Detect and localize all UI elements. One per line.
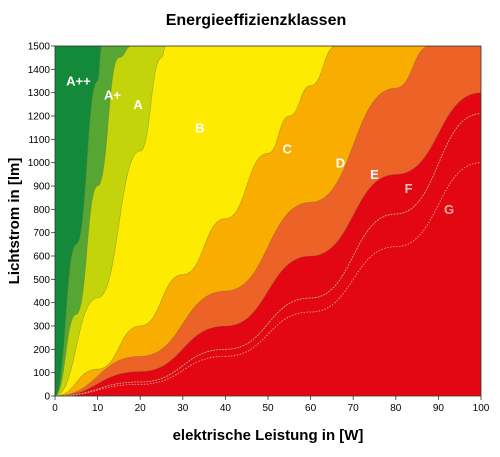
x-tick-label: 30 xyxy=(177,403,189,414)
y-tick-label: 1000 xyxy=(28,158,51,169)
y-axis-ticks: 0 100 200 300 400 500 600 700 800 900 1000 1100 1200… xyxy=(28,42,55,403)
y-tick-label: 900 xyxy=(33,182,50,193)
y-tick-label: 100 xyxy=(33,368,50,379)
x-tick-label: 60 xyxy=(305,403,317,414)
x-tick-label: 40 xyxy=(220,403,232,414)
y-tick-label: 600 xyxy=(33,252,50,263)
y-tick-label: 500 xyxy=(33,275,50,286)
y-tick-label: 0 xyxy=(44,392,50,403)
class-label-a: A xyxy=(133,97,143,112)
y-tick-label: 1100 xyxy=(28,135,50,146)
x-axis-ticks: 0 10 20 30 40 50 60 70 80 90 100 xyxy=(52,396,490,414)
class-label-g: G xyxy=(444,202,454,217)
x-tick-label: 0 xyxy=(52,403,58,414)
plot-area: A++ A+ A B C D E F G xyxy=(54,45,482,397)
x-tick-label: 90 xyxy=(433,403,445,414)
y-tick-label: 800 xyxy=(33,205,50,216)
chart-title: Energieeffizienzklassen xyxy=(166,12,347,29)
x-tick-label: 80 xyxy=(390,403,402,414)
y-tick-label: 1500 xyxy=(28,42,51,53)
y-tick-label: 400 xyxy=(33,298,50,309)
y-axis-label: Lichtstrom in [lm] xyxy=(6,158,23,285)
y-tick-label: 1400 xyxy=(28,65,51,76)
x-tick-label: 50 xyxy=(262,403,274,414)
y-tick-label: 1200 xyxy=(28,112,51,123)
class-label-f: F xyxy=(405,181,413,196)
y-tick-label: 300 xyxy=(33,322,50,333)
y-tick-label: 700 xyxy=(33,228,50,239)
x-axis-label: elektrische Leistung in [W] xyxy=(173,427,364,444)
class-label-e: E xyxy=(370,167,379,182)
x-tick-label: 70 xyxy=(348,403,360,414)
x-tick-label: 10 xyxy=(92,403,104,414)
class-label-a-plus: A+ xyxy=(104,88,121,103)
class-label-b: B xyxy=(195,120,204,135)
y-tick-label: 200 xyxy=(33,345,50,356)
class-label-a-plus-plus: A++ xyxy=(66,74,91,89)
boundary-g-line xyxy=(55,162,481,396)
x-tick-label: 20 xyxy=(135,403,147,414)
y-tick-label: 1300 xyxy=(28,88,51,99)
class-label-c: C xyxy=(282,141,292,156)
x-tick-label: 100 xyxy=(473,403,490,414)
class-label-d: D xyxy=(336,155,345,170)
